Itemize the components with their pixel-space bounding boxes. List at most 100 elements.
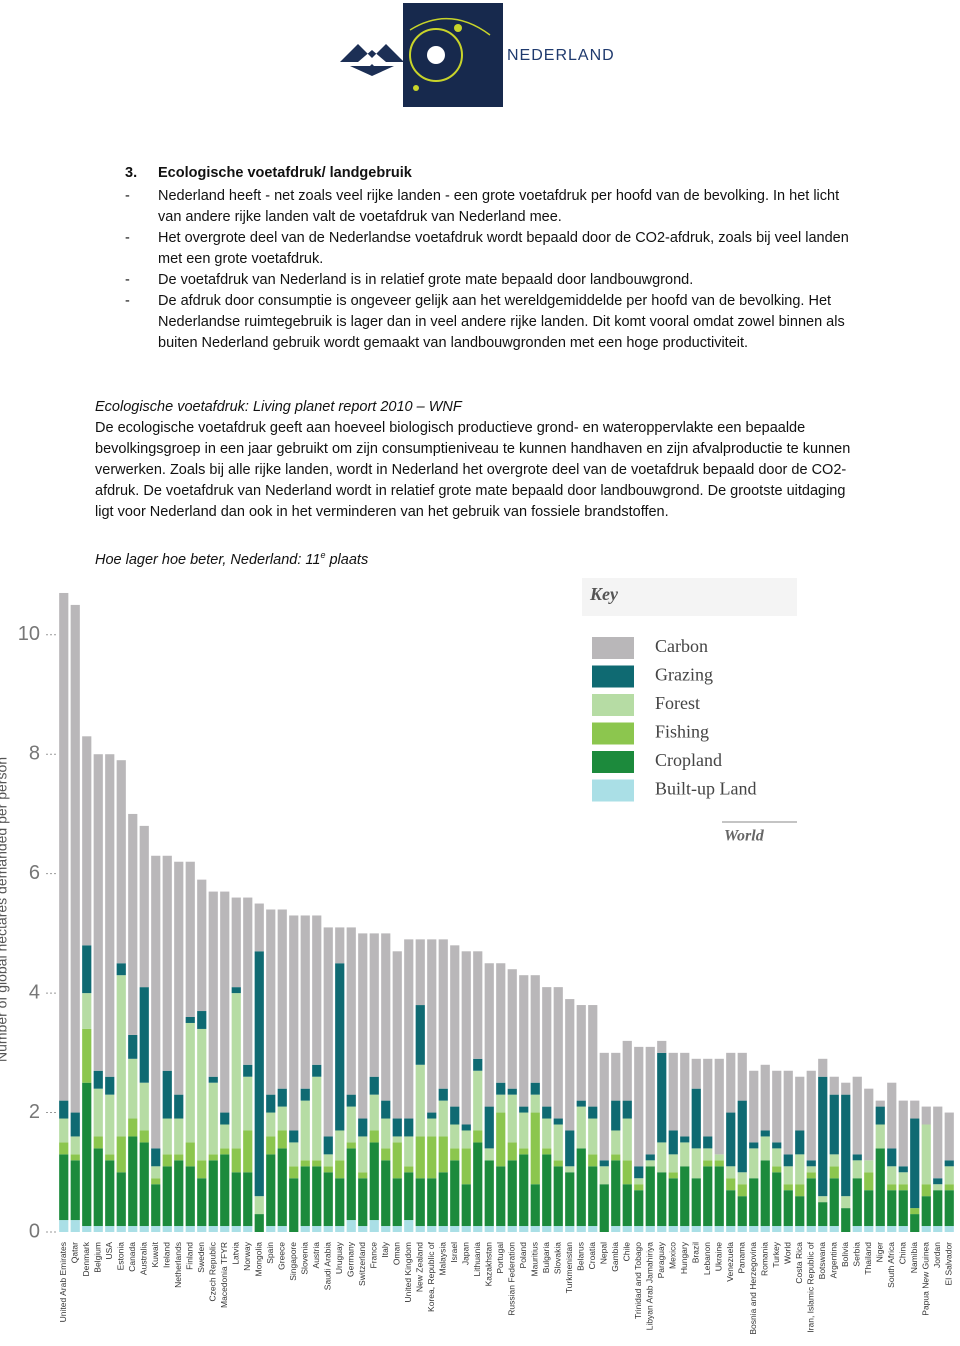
bar-segment [519, 1112, 529, 1149]
bar-segment [829, 1154, 839, 1167]
bar-segment [933, 1106, 943, 1179]
bar-segment [346, 927, 356, 1095]
bar-segment [231, 1148, 241, 1173]
x-tick-label: Ireland [162, 1242, 172, 1268]
bar-segment [507, 1160, 517, 1227]
bar-segment [438, 1100, 448, 1137]
bar-segment [691, 1088, 701, 1149]
bar-segment [220, 1226, 230, 1232]
x-tick-label: Poland [518, 1242, 528, 1269]
bar-segment [185, 1226, 195, 1232]
bar-segment [358, 933, 368, 1119]
bar-segment [93, 1088, 103, 1137]
bar-segment [530, 975, 540, 1083]
bar-segment [128, 1226, 138, 1232]
bar-segment [151, 855, 161, 1149]
bar-segment [634, 1178, 644, 1185]
bar-segment [151, 1148, 161, 1167]
y-axis-label: Number of global hectares demanded per p… [0, 757, 10, 1062]
paragraph: De ecologische voetafdruk geeft aan hoev… [95, 420, 851, 520]
bar-segment [300, 1100, 310, 1161]
bar-segment [944, 1190, 954, 1227]
bar-segment [772, 1172, 782, 1227]
bar-segment [220, 1148, 230, 1155]
bar-segment [185, 1142, 195, 1167]
bar-segment [496, 1226, 506, 1232]
bar-segment [726, 1052, 736, 1113]
bar-segment [185, 861, 195, 1017]
x-tick-label: Bulgaria [541, 1242, 551, 1273]
legend-swatch [592, 637, 634, 659]
bar-segment [841, 1082, 851, 1095]
bar-segment [277, 1226, 287, 1232]
bar-segment [208, 1082, 218, 1155]
bar-segment [714, 1166, 724, 1227]
bar-segment [335, 1130, 345, 1161]
bar-segment [818, 1226, 828, 1232]
x-tick-label: Costa Rica [794, 1242, 804, 1284]
bar-segment [59, 1118, 69, 1143]
bar-segment [450, 1106, 460, 1125]
bar-segment [737, 1196, 747, 1227]
bar-segment [369, 1142, 379, 1221]
bar-segment [737, 1226, 747, 1232]
bar-segment [691, 1226, 701, 1232]
bar-segment [864, 1160, 874, 1173]
bar-segment [749, 1178, 759, 1227]
x-tick-label: Namibia [909, 1242, 919, 1273]
bar-segment [921, 1196, 931, 1227]
bar-segment [875, 1106, 885, 1125]
bar-segment [404, 1118, 414, 1137]
bar-segment [657, 1052, 667, 1143]
bar-segment [588, 1106, 598, 1119]
bar-segment [185, 1022, 195, 1143]
logo-text: NEDERLAND [507, 47, 615, 64]
bar-segment [427, 1178, 437, 1227]
bar-segment [369, 1094, 379, 1131]
chart: Number of global hectares demanded per p… [0, 578, 954, 1335]
bar-segment [473, 1130, 483, 1143]
bar-segment [254, 903, 264, 952]
bar-segment [323, 1172, 333, 1227]
legend-swatch [592, 665, 634, 688]
bar-segment [415, 1136, 425, 1179]
bar-segment [266, 1112, 276, 1137]
bar-segment [312, 915, 322, 1065]
bar-segment [254, 1196, 264, 1215]
bar-segment [392, 951, 402, 1119]
y-tick-label: 4 [29, 981, 40, 1003]
bullet-marker: - [125, 272, 130, 288]
bar-segment [197, 1011, 207, 1029]
bar-segment [703, 1166, 713, 1227]
bar-segment [231, 987, 241, 994]
bar-segment [703, 1226, 713, 1232]
bar-segment [381, 1118, 391, 1149]
bar-segment [346, 1094, 356, 1107]
bar-segment [415, 1064, 425, 1137]
bar-segment [461, 951, 471, 1125]
bar-segment [174, 1160, 184, 1227]
bar-segment [243, 1172, 253, 1227]
x-tick-label: Kuwait [150, 1241, 160, 1267]
bar-segment [197, 1160, 207, 1179]
bar-segment [933, 1178, 943, 1185]
bar-segment [622, 1040, 632, 1101]
bar-segment [105, 1226, 115, 1232]
bar-segment [197, 1028, 207, 1161]
x-tick-label: Papua New Guinea [921, 1242, 931, 1316]
x-tick-label: Paraguay [656, 1241, 666, 1278]
bar-segment [162, 855, 172, 1071]
bar-segment [381, 933, 391, 1101]
bar-segment [312, 1076, 322, 1161]
bar-segment [185, 1017, 195, 1023]
bar-segment [553, 1124, 563, 1161]
bar-segment [921, 1226, 931, 1232]
bar-segment [887, 1148, 897, 1167]
bar-segment [289, 1142, 299, 1167]
bar-segment [806, 1172, 816, 1179]
x-tick-label: Russian Federation [507, 1242, 517, 1316]
bar-segment [128, 1136, 138, 1227]
bar-segment [335, 1178, 345, 1227]
bar-segment [82, 945, 92, 994]
bar-segment [760, 1136, 770, 1161]
